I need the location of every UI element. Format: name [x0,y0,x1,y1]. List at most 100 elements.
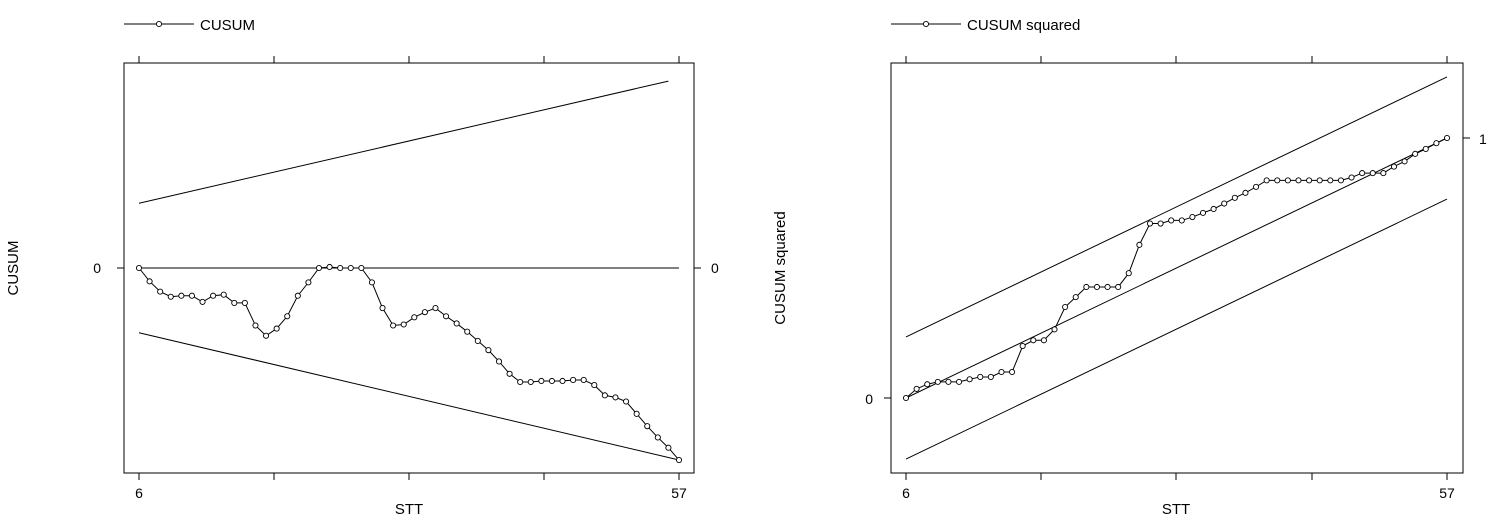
cusum-legend-marker [155,20,163,28]
cusum-point [527,378,534,386]
cusum-squared-point [1316,177,1323,184]
cusum-point [591,382,598,389]
cusum-squared-series-line [905,137,1448,399]
cusum-squared-series [902,134,1451,402]
cusum-squared-point [1062,303,1069,311]
cusum-point [623,398,630,405]
cusum-squared-point [1168,217,1175,224]
cusum-point [347,264,354,272]
cusum-squared-point [1242,189,1249,196]
cusum-squared-point [1146,220,1154,227]
cusum-squared-point [1199,209,1207,216]
cusum-point [411,314,418,321]
cusum-point [464,328,471,335]
cusum-squared-point [987,373,994,380]
cusum-point [146,278,153,285]
cusum-squared-bound-lower [905,198,1448,460]
cusum-squared-point [913,385,920,392]
cusum-point [580,376,587,383]
cusum-series [135,263,683,464]
cusum-squared-point [1401,158,1408,165]
cusum-squared-point [1274,177,1281,184]
cusum-squared-x-tick-last: 57 [1439,485,1455,501]
cusum-y-tick-left: 0 [93,260,124,276]
cusum-point [644,423,651,430]
cusum-point [453,320,460,327]
cusum-squared-point [1359,170,1366,177]
cusum-point [241,299,248,306]
cusum-squared-y-tick-right-label: 1 [1479,131,1487,147]
cusum-legend: CUSUM [124,17,255,34]
cusum-squared-point [1104,283,1111,291]
cusum-squared-point [1390,163,1398,170]
cusum-squared-point [1221,200,1228,207]
cusum-squared-legend-label: CUSUM squared [967,17,1080,34]
cusum-y-tick-left-label: 0 [93,260,101,276]
cusum-point [506,370,513,377]
cusum-point [358,264,365,272]
cusum-point [432,304,439,312]
cusum-point [252,322,259,329]
cusum-squared-point [1306,177,1313,184]
cusum-point [284,313,291,320]
cusum-point [474,337,481,344]
cusum-point [517,378,524,386]
cusum-squared-point [1369,170,1376,177]
cusum-squared-point [1083,283,1090,291]
cusum-squared-point [1040,337,1047,344]
cusum-point [675,456,683,464]
cusum-squared-legend-marker [922,20,930,28]
cusum-squared-point [1263,177,1270,184]
cusum-point [601,392,608,399]
cusum-point [443,313,450,320]
cusum-x-ticks [138,56,680,480]
cusum-squared-point [902,394,910,402]
cusum-point [220,291,227,298]
cusum-squared-point [934,378,941,385]
cusum-point [167,293,174,300]
cusum-squared-y-tick-right: 1 [1463,131,1487,147]
cusum-point [263,332,270,339]
cusum-squared-point [1337,177,1344,184]
cusum-squared-point [955,378,963,385]
cusum-squared-point [1136,241,1143,248]
cusum-point [337,264,344,272]
cusum-point [665,444,672,451]
cusum-point [400,321,407,328]
cusum-y-axis-label: CUSUM [5,241,22,296]
cusum-point [326,263,333,271]
cusum-point [495,358,503,365]
cusum-point [305,279,312,286]
cusum-y-tick-right-label: 0 [711,260,719,276]
cusum-bound-upper [138,80,669,204]
cusum-squared-x-ticks [905,56,1448,480]
cusum-squared-legend: CUSUM squared [891,17,1080,34]
cusum-bound-lower [138,332,680,461]
cusum-squared-point [924,381,931,388]
cusum-bounds [138,80,680,461]
cusum-squared-point [1189,213,1196,221]
cusum-squared-point [1412,150,1419,157]
cusum-squared-point [1433,140,1440,147]
cusum-point [157,288,164,295]
cusum-point [199,298,206,305]
cusum-squared-point [1253,183,1260,190]
cusum-point [315,264,323,272]
cusum-squared-point [1115,283,1122,291]
cusum-squared-point [1178,217,1185,224]
cusum-series-line [138,266,680,461]
cusum-squared-point [1284,177,1291,184]
cusum-squared-point [1443,134,1451,142]
cusum-point [188,292,195,299]
cusum-squared-point [998,368,1005,376]
cusum-y-tick-right: 0 [694,260,719,276]
cusum-squared-point [945,378,952,385]
cusum-point [559,377,566,385]
cusum-point [273,325,280,332]
cusum-squared-point [1157,220,1164,227]
cusum-squared-point [1295,177,1302,184]
cusum-point [135,264,143,272]
cusum-squared-point [1093,283,1100,291]
cusum-x-axis-label: STT [395,501,423,518]
